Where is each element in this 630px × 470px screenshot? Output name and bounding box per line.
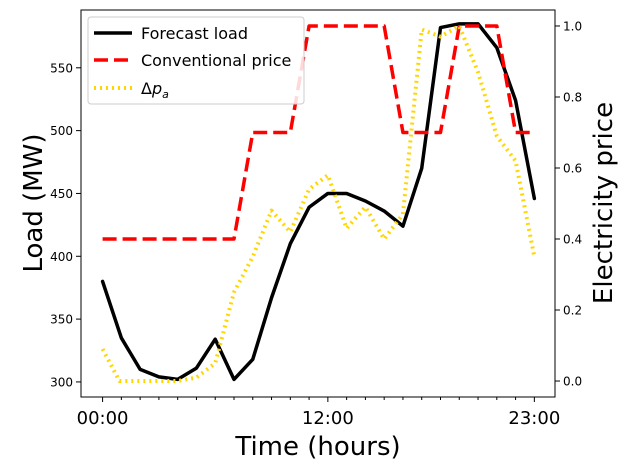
series-layer [100, 22, 537, 384]
legend-label-conventional-price: Conventional price [141, 51, 291, 70]
right-axis-title: Electricity price [589, 102, 619, 304]
left-tick-label-350: 350 [50, 313, 73, 327]
left-tick-label-450: 450 [50, 187, 73, 201]
left-tick-label-300: 300 [50, 375, 73, 389]
left-tick-label-400: 400 [50, 250, 73, 264]
x-axis-ticks: 00:00 12:00 23:00 [77, 397, 560, 429]
left-axis-title: Load (MW) [19, 133, 49, 272]
legend-label-p: p [151, 79, 162, 98]
right-tick-label-4: 0.8 [563, 90, 582, 104]
legend: Forecast load Conventional price Δpa [87, 16, 305, 105]
legend-box [87, 16, 305, 105]
delta-pa-line [100, 23, 537, 384]
left-axis-ticks: 300 350 400 450 500 550 [50, 61, 81, 389]
forecast-load-line [100, 22, 537, 382]
plot-frame [80, 9, 556, 398]
right-axis-ticks: 0.0 0.2 0.4 0.6 0.8 1.0 [555, 19, 582, 389]
legend-label-forecast-load: Forecast load [141, 24, 248, 43]
right-tick-label-1: 0.2 [563, 304, 582, 318]
legend-label-delta-pa: Δpa [141, 79, 169, 101]
legend-label-delta-symbol: Δ [141, 79, 152, 98]
x-tick-label-00-00: 00:00 [77, 408, 129, 429]
legend-label-subscript-a: a [162, 88, 169, 101]
right-tick-label-0: 0.0 [563, 375, 582, 389]
left-tick-label-500: 500 [50, 124, 73, 138]
x-axis-title: Time (hours) [234, 432, 400, 462]
left-tick-label-550: 550 [50, 61, 73, 75]
right-tick-label-2: 0.4 [563, 233, 582, 247]
x-tick-label-23-00: 23:00 [508, 408, 560, 429]
conventional-price-line [102, 24, 535, 241]
x-tick-label-12-00: 12:00 [302, 408, 354, 429]
right-tick-label-3: 0.6 [563, 161, 582, 175]
right-tick-label-5: 1.0 [563, 19, 582, 33]
